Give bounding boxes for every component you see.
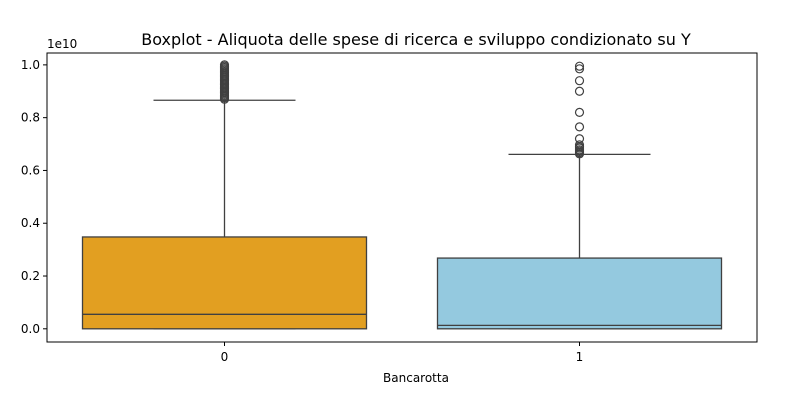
box-1 [436, 257, 723, 330]
y-multiplier-label: 1e10 [47, 37, 77, 51]
chart-title: Boxplot - Aliquota delle spese di ricerc… [141, 30, 691, 49]
y-tick-label: 0.0 [21, 322, 40, 336]
x-tick-label: 0 [221, 350, 229, 364]
y-tick-label: 0.6 [21, 163, 40, 177]
outlier-point [574, 140, 585, 150]
outlier-point [574, 64, 585, 74]
x-tick-label: 1 [576, 350, 584, 364]
outlier-point [574, 76, 585, 86]
y-tick-label: 0.2 [21, 269, 40, 283]
outlier-point [574, 134, 585, 144]
outlier-point [574, 61, 585, 71]
x-axis-label: Bancarotta [383, 371, 449, 385]
plot-frame [46, 52, 758, 343]
outlier-point [219, 60, 230, 70]
y-tick-label: 1.0 [21, 58, 40, 72]
y-tick-label: 0.4 [21, 216, 40, 230]
y-tick-label: 0.8 [21, 111, 40, 125]
outlier-point [574, 86, 585, 96]
plot-area: 0.0 0.2 0.4 0.6 0.8 1.0 0 1 [21, 58, 723, 364]
outlier-point [574, 122, 585, 132]
outlier-point [574, 107, 585, 117]
box-0 [81, 236, 368, 330]
